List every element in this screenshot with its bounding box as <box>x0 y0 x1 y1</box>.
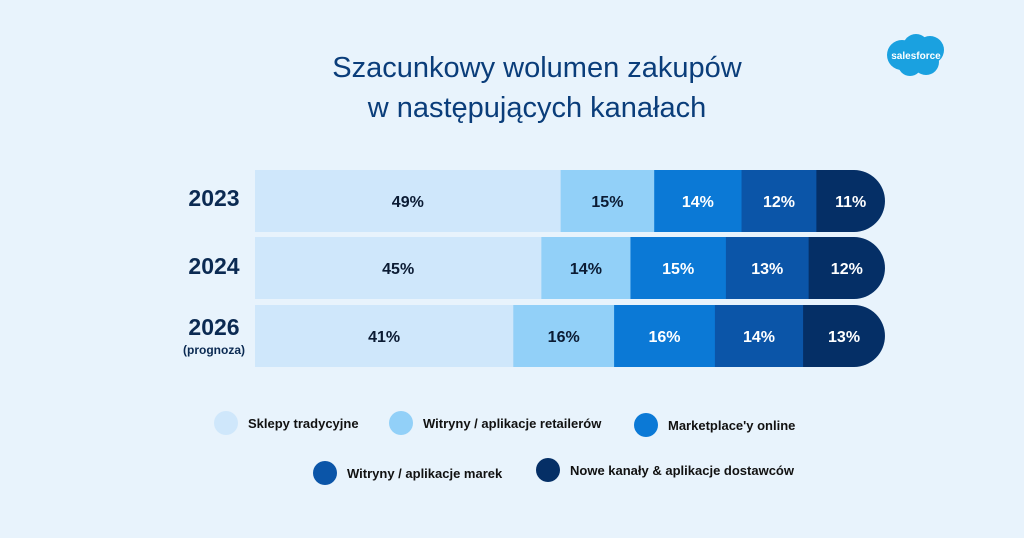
legend-label-sklepy: Sklepy tradycyjne <box>248 415 359 431</box>
bar-segment-2026-marketplace <box>614 305 716 367</box>
bar-segment-2024-sklepy <box>255 237 542 299</box>
bar-row-2024 <box>255 237 885 299</box>
bar-row-2026 <box>255 305 885 367</box>
data-label-2024-nowe-kanaly: 12% <box>831 261 863 278</box>
data-label-2024-retailerow: 14% <box>570 261 602 278</box>
legend-item-marketplace: Marketplace'y online <box>634 413 795 437</box>
legend-label-marketplace: Marketplace'y online <box>668 417 796 433</box>
data-label-2026-sklepy: 41% <box>368 329 400 346</box>
data-label-2023-sklepy: 49% <box>392 194 424 211</box>
legend-swatch-sklepy <box>214 411 238 435</box>
data-label-2024-marketplace: 15% <box>662 261 694 278</box>
data-label-2023-nowe-kanaly: 11% <box>835 194 866 211</box>
bar-segment-2023-marketplace <box>654 170 743 232</box>
legend-swatch-retailerow <box>389 411 413 435</box>
chart-title-line2: w następujących kanałach <box>367 92 707 124</box>
data-label-2023-marek: 12% <box>763 194 795 211</box>
bar-segment-2023-sklepy <box>255 170 562 232</box>
year-label-2024: 2024 <box>188 253 240 279</box>
salesforce-logo: salesforce <box>887 34 944 76</box>
data-label-2023-marketplace: 14% <box>682 194 714 211</box>
bar-segment-2026-nowe-kanaly <box>803 305 885 367</box>
data-label-2024-sklepy: 45% <box>382 261 414 278</box>
legend-item-retailerow: Witryny / aplikacje retailerów <box>389 411 601 435</box>
bar-segment-2024-marek <box>725 237 810 299</box>
legend-label-retailerow: Witryny / aplikacje retailerów <box>423 415 602 431</box>
legend-swatch-marketplace <box>634 413 658 437</box>
data-label-2026-marek: 14% <box>743 329 775 346</box>
chart-title: Szacunkowy wolumen zakupów w następujący… <box>0 48 1024 128</box>
bar-segment-2026-sklepy <box>255 305 514 367</box>
legend-item-nowe-kanaly: Nowe kanały & aplikacje dostawców <box>536 458 794 482</box>
bar-segment-2026-marek <box>714 305 804 367</box>
legend-swatch-marek <box>313 461 337 485</box>
legend-label-marek: Witryny / aplikacje marek <box>347 465 503 481</box>
bar-segment-2024-nowe-kanaly <box>808 237 885 299</box>
legend-label-nowe-kanaly: Nowe kanały & aplikacje dostawców <box>570 462 794 478</box>
year-label-2023: 2023 <box>188 185 240 211</box>
bar-segment-2026-retailerow <box>513 305 615 367</box>
data-label-2023-retailerow: 15% <box>591 194 623 211</box>
data-label-2026-marketplace: 16% <box>648 329 680 346</box>
bar-segment-2024-marketplace <box>630 237 727 299</box>
legend-item-sklepy: Sklepy tradycyjne <box>214 411 359 435</box>
data-label-2026-retailerow: 16% <box>548 329 580 346</box>
bar-row-2023 <box>255 170 885 232</box>
data-label-2024-marek: 13% <box>751 261 783 278</box>
bar-segment-2023-nowe-kanaly <box>816 170 885 232</box>
legend-swatch-nowe-kanaly <box>536 458 560 482</box>
bar-segment-2023-marek <box>741 170 817 232</box>
year-label-2026: 2026 <box>188 314 240 340</box>
bar-segment-2024-retailerow <box>541 237 631 299</box>
legend-item-marek: Witryny / aplikacje marek <box>313 461 502 485</box>
data-label-2026-nowe-kanaly: 13% <box>828 329 860 346</box>
logo-text: salesforce <box>891 51 941 62</box>
chart-title-line1: Szacunkowy wolumen zakupów <box>332 52 742 84</box>
bar-segment-2023-retailerow <box>560 170 655 232</box>
year-sublabel-2026: (prognoza) <box>183 343 245 357</box>
